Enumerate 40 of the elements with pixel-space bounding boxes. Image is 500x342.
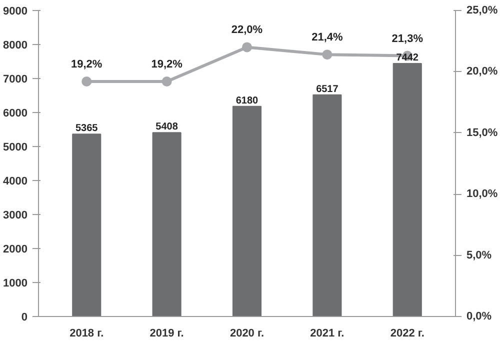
point bbox=[322, 50, 332, 60]
data-label: 5365 bbox=[75, 123, 98, 134]
data-label: 21,4% bbox=[312, 32, 344, 44]
y-tick-label: 1000 bbox=[3, 278, 28, 290]
x-tick-label: 2022 г. bbox=[390, 328, 424, 340]
y2-tick-label: 5,0% bbox=[466, 249, 492, 262]
y2-tick-label: 0,0% bbox=[466, 310, 492, 322]
point bbox=[242, 42, 252, 52]
y-tick-label: 9000 bbox=[3, 6, 28, 18]
y2-tick-label: 20,0% bbox=[466, 66, 498, 78]
y-tick-label: 0 bbox=[21, 312, 28, 324]
bar bbox=[232, 106, 262, 316]
x-tick-label: 2020 г. bbox=[230, 328, 264, 340]
y-tick-label: 4000 bbox=[3, 176, 28, 188]
y2-tick-label: 10,0% bbox=[466, 188, 498, 200]
x-tick-label: 2021 г. bbox=[310, 328, 344, 340]
bar bbox=[312, 94, 342, 316]
data-label: 5408 bbox=[156, 122, 178, 133]
bar bbox=[392, 62, 422, 316]
y-tick-label: 3000 bbox=[3, 210, 28, 222]
data-label: 19,2% bbox=[151, 58, 183, 70]
y2-tick-label: 15,0% bbox=[466, 126, 498, 139]
y2-tick-label: 25,0% bbox=[466, 4, 498, 16]
point bbox=[162, 76, 172, 86]
y-tick-label: 8000 bbox=[3, 40, 28, 52]
data-label: 22,0% bbox=[231, 24, 263, 36]
bar bbox=[72, 134, 102, 316]
data-label: 7442 bbox=[396, 52, 419, 64]
y-tick-label: 6000 bbox=[3, 108, 28, 120]
data-label: 6180 bbox=[236, 95, 259, 106]
y-tick-label: 2000 bbox=[3, 244, 28, 256]
x-tick-label: 2019 г. bbox=[150, 328, 184, 340]
point bbox=[82, 76, 92, 86]
data-label: 19,2% bbox=[71, 58, 102, 70]
y-tick-label: 5000 bbox=[3, 142, 28, 154]
data-label: 6517 bbox=[316, 84, 339, 95]
data-label: 21,3% bbox=[392, 32, 424, 45]
x-tick-label: 2018 г. bbox=[70, 328, 104, 340]
bar bbox=[152, 132, 182, 316]
y-tick-label: 7000 bbox=[3, 74, 28, 86]
